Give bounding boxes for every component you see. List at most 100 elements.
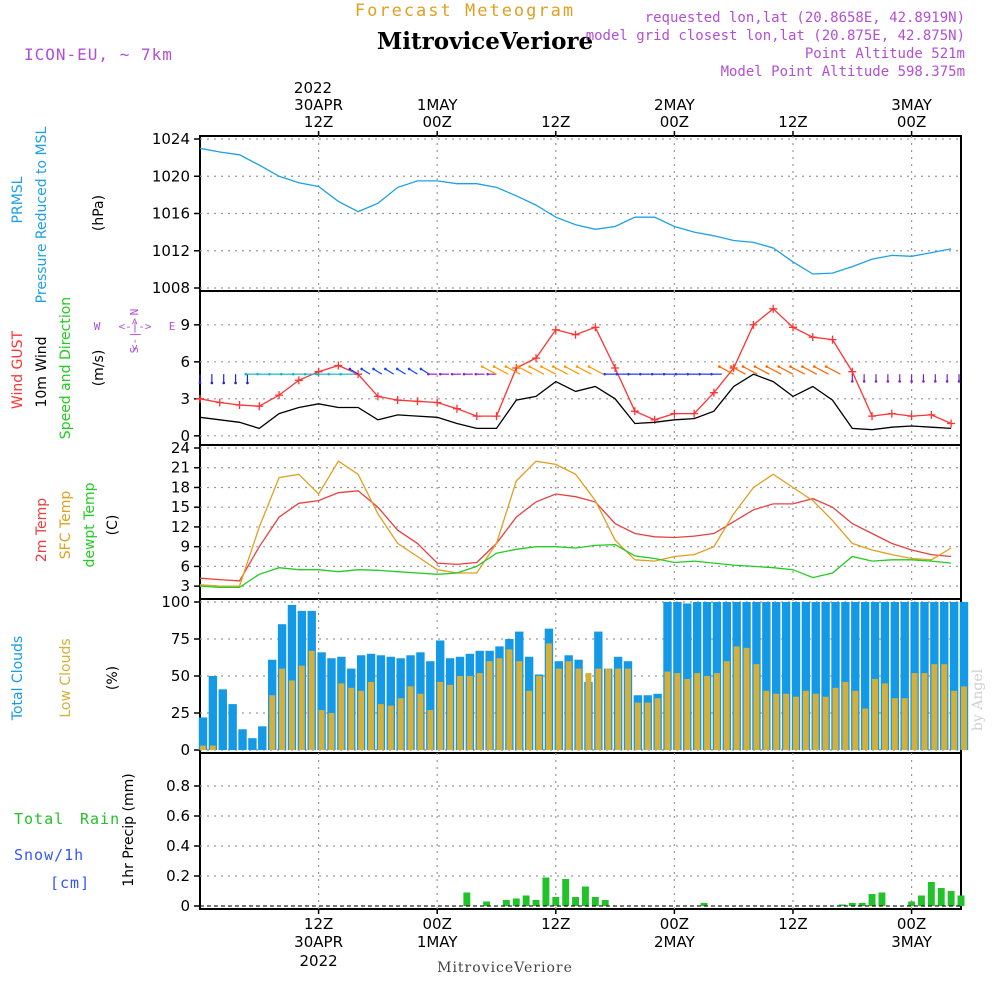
rain-bar (581, 886, 589, 906)
point-altitude: Point Altitude 521m (805, 46, 965, 62)
pressure-unit: (hPa) (91, 195, 107, 231)
wind-arrow-head (279, 372, 283, 376)
low-cloud-bar (298, 665, 305, 750)
total-cloud-bar (959, 602, 969, 750)
series-line (199, 307, 952, 425)
y-tick-label: 1020 (152, 167, 190, 185)
low-cloud-bar (565, 661, 572, 750)
low-cloud-bar (674, 673, 681, 750)
wind-arrow (778, 366, 794, 375)
wind-direction-label: Speed and Direction (58, 297, 74, 439)
wind-arrow (493, 366, 509, 375)
top-hour-label: 12Z (778, 113, 807, 131)
wind-arrow-head (698, 372, 701, 376)
product-title: Forecast Meteogram (355, 1, 575, 21)
wind-arrow (564, 366, 580, 375)
total-cloud-bar (831, 602, 840, 750)
panel-precip (199, 752, 962, 910)
wind-arrow-head (627, 372, 630, 376)
compass-west: W (94, 320, 101, 333)
rain-bar (552, 897, 560, 906)
total-cloud-bar (218, 689, 227, 750)
low-cloud-bar (615, 668, 622, 750)
total-cloud-bar (248, 738, 257, 750)
wind-arrow-head (934, 380, 937, 383)
wind-arrow-head (234, 381, 237, 385)
gust-marker (670, 409, 679, 418)
rain-bar (918, 895, 925, 906)
low-cloud-bar (921, 673, 928, 750)
low-cloud-bar (308, 650, 315, 750)
low-cloud-bar (328, 713, 335, 750)
y-tick-label: 1024 (152, 130, 190, 148)
low-cloud-bar (476, 673, 483, 750)
snow-unit-label: [cm] (50, 874, 90, 892)
low-cloud-bar (941, 664, 948, 750)
total-cloud-bar (791, 602, 801, 750)
low-cloud-bar (684, 678, 691, 750)
y-tick-label: 9 (180, 538, 190, 556)
rain-bar (947, 891, 955, 906)
gust-marker (749, 320, 758, 329)
wind-arrow-head (419, 367, 423, 371)
temp-2m-label: 2m Temp (34, 498, 50, 562)
rain-bar (848, 903, 856, 906)
low-cloud-bar (466, 676, 473, 750)
bottom-hour-label: 00Z (897, 915, 926, 933)
closest-coords: model grid closest lon,lat (20.875E, 42.… (586, 28, 965, 44)
wind-arrow-head (710, 372, 713, 376)
wind-arrow-head (540, 365, 543, 368)
low-cloud-bar (555, 668, 562, 750)
wind-arrow-head (372, 367, 375, 371)
low-cloud-bar (862, 708, 869, 750)
bottom-date-label: 30APR (294, 933, 343, 951)
low-cloud-bar (545, 643, 552, 750)
rain-bar (512, 898, 520, 906)
low-cloud-bar (881, 683, 888, 750)
gust-marker (452, 404, 461, 413)
wind-arrow (825, 366, 841, 375)
series-line (199, 490, 952, 582)
temp-dewpt-label: dewpt Temp (82, 482, 98, 567)
wind-arrow (349, 368, 359, 375)
wind-arrow (588, 366, 604, 375)
wind-arrow (802, 366, 817, 375)
series-line (199, 460, 952, 587)
low-cloud-bar (605, 668, 612, 750)
wind-arrow-head (812, 365, 816, 368)
y-tick-label: 6 (180, 557, 190, 575)
gust-marker (887, 409, 896, 418)
gust-marker (769, 304, 778, 313)
total-cloud-bar (900, 602, 909, 750)
low-cloud-bar (417, 693, 424, 750)
low-cloud-bar (802, 690, 809, 750)
wind-arrow-head (729, 365, 733, 368)
low-cloud-bar (437, 681, 444, 750)
y-tick-labels: 1008101210161020102403693691215182124025… (152, 130, 190, 915)
total-cloud-bar (801, 602, 811, 750)
wind-arrow (373, 368, 383, 375)
wind-arrow (553, 366, 568, 375)
gust-marker (630, 407, 639, 416)
pressure-sublabel: Pressure Reduced to MSL (34, 126, 50, 303)
total-cloud-bar (287, 604, 297, 750)
total-cloud-bar (327, 658, 336, 750)
y-tick-label: 0 (180, 897, 190, 915)
wind-arrow-head (246, 381, 249, 385)
gust-marker (196, 394, 204, 403)
low-cloud-bar (358, 690, 365, 750)
gust-marker (255, 402, 264, 411)
low-cloud-bar (368, 681, 374, 750)
y-tick-label: 1012 (152, 242, 190, 260)
snow-label: Snow/1h (14, 846, 84, 864)
wind-arrow (361, 368, 371, 375)
y-tick-label: 21 (171, 459, 190, 477)
rain-bar (483, 901, 491, 906)
rain-bar (937, 888, 945, 906)
wind-arrow-head (741, 365, 745, 368)
low-cloud-bar (289, 680, 295, 750)
gust-marker (907, 412, 916, 421)
wind-arrow-head (686, 372, 690, 376)
total-cloud-bar (198, 717, 208, 750)
